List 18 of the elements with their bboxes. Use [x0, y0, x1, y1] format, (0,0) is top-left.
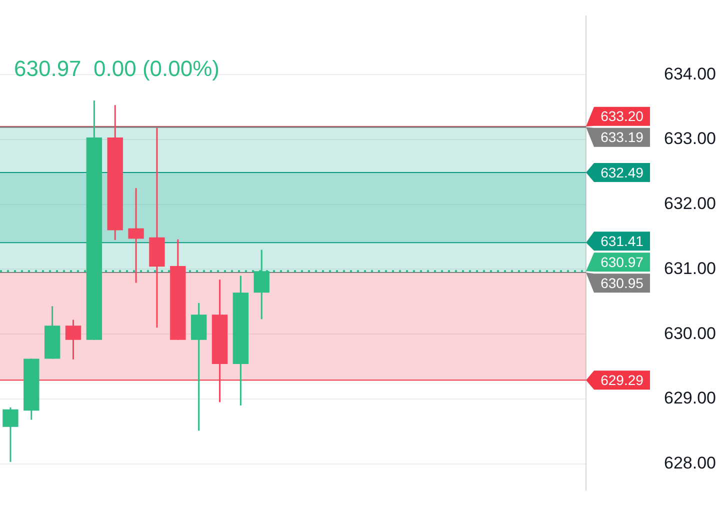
y-tick-label: 628.00 [664, 454, 716, 473]
y-tick-label: 630.00 [664, 324, 716, 343]
candlestick [65, 319, 82, 360]
ref-line-label: 631.41 [600, 232, 644, 249]
annotation: 630.97 0.00 (0.00%) [14, 56, 220, 82]
ref-line-label: 633.19 [600, 129, 644, 146]
ref-line-label: 633.20 [600, 108, 644, 124]
candlestick [2, 406, 18, 463]
y-tick-label: 629.00 [664, 388, 716, 408]
ref-line-label: 629.29 [600, 372, 644, 388]
candlestick [128, 187, 144, 284]
ref-line-label: 630.95 [600, 274, 644, 291]
y-tick-label: 633.00 [664, 129, 716, 148]
ref-line-label: 630.97 [600, 254, 644, 270]
y-tick-label: 634.00 [664, 64, 716, 84]
ref-line-label: 632.49 [600, 164, 644, 180]
y-tick-label: 631.00 [664, 258, 716, 278]
y-tick-label: 632.00 [664, 194, 716, 214]
